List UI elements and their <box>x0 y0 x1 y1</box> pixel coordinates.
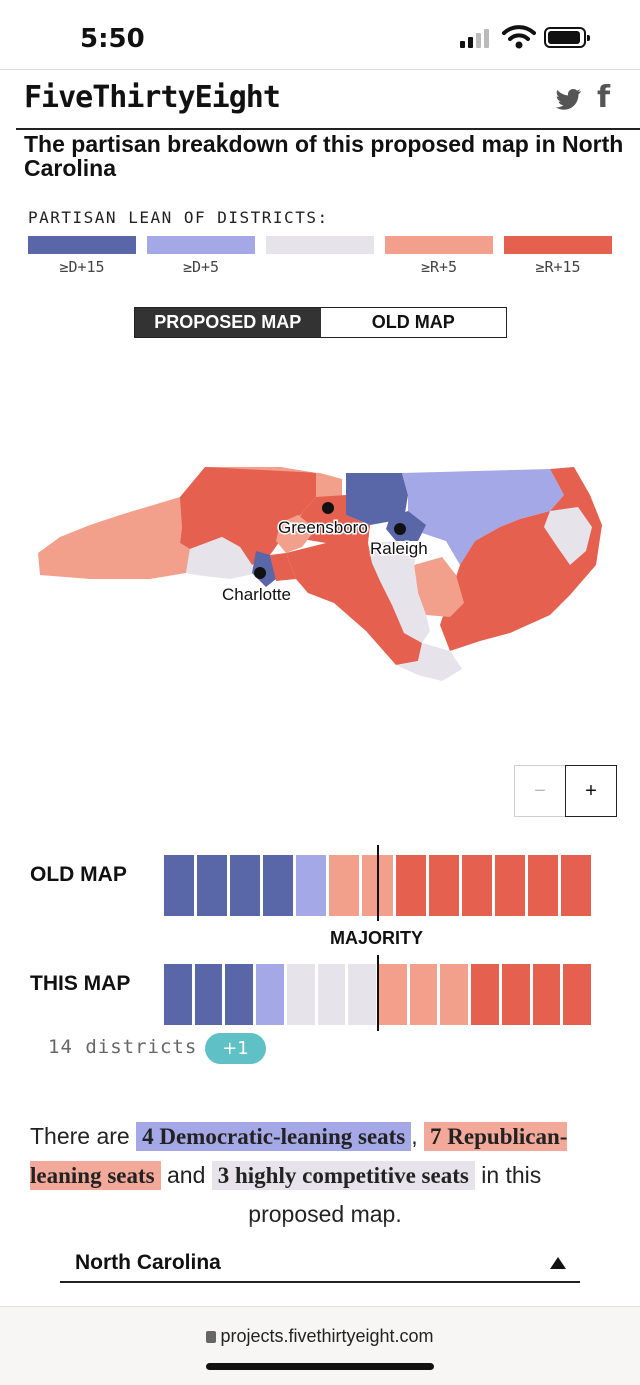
city-label-greensboro: Greensboro <box>278 518 368 537</box>
district-sandhills <box>370 541 430 643</box>
summary-comma: , <box>411 1123 418 1149</box>
wifi-icon <box>502 25 536 49</box>
legend-title: PARTISAN LEAN OF DISTRICTS: <box>28 208 329 227</box>
district-raleigh <box>386 511 426 541</box>
summary-lead: There are <box>30 1123 130 1149</box>
seat-comp <box>317 964 346 1025</box>
seat-comp <box>348 964 376 1025</box>
district-northeast <box>402 469 564 565</box>
this-map-row-label: THIS MAP <box>30 972 131 995</box>
old-map-button[interactable]: OLD MAP <box>320 308 506 337</box>
seat-strong-r <box>395 855 426 916</box>
seat-strong-d <box>164 855 195 916</box>
majority-label: MAJORITY <box>330 928 424 948</box>
summary-text: There are 4 Democratic-leaning seats, 7 … <box>30 1117 620 1233</box>
seat-strong-r <box>563 964 591 1025</box>
summary-and: and <box>166 1162 206 1188</box>
lock-icon <box>206 1331 217 1343</box>
seat-strong-r <box>527 855 558 916</box>
district-southeast <box>396 643 462 681</box>
seat-strong-r <box>461 855 492 916</box>
legend-swatch-strong-r <box>504 236 612 254</box>
site-logo[interactable]: FiveThirtyEight <box>24 80 281 115</box>
legend-label-strong-d: ≥D+15 <box>59 258 105 276</box>
district-change-badge: +1 <box>205 1033 266 1064</box>
competitive-seats-highlight: 3 highly competitive seats <box>211 1161 475 1190</box>
majority-line-this <box>377 955 379 1031</box>
district-north-foothills <box>205 467 342 497</box>
district-west <box>38 497 190 579</box>
seat-strong-r <box>494 855 525 916</box>
divider <box>0 69 640 70</box>
this-map-seats <box>164 964 594 1025</box>
dem-seats-highlight: 4 Democratic-leaning seats <box>136 1122 412 1151</box>
seat-strong-d <box>197 855 228 916</box>
district-south <box>286 543 422 665</box>
seat-lean-d <box>296 855 327 916</box>
content-fade <box>0 1220 640 1250</box>
seat-strong-d <box>230 855 261 916</box>
chart-title: The partisan breakdown of this proposed … <box>24 131 624 181</box>
district-central <box>414 557 464 617</box>
zoom-out-button[interactable]: − <box>514 765 566 817</box>
majority-line-old <box>377 845 379 921</box>
twitter-icon[interactable] <box>556 88 582 110</box>
legend-swatch-competitive <box>266 236 374 254</box>
header-rule <box>16 128 640 130</box>
district-charlotte-west <box>186 537 258 579</box>
state-dropdown[interactable]: North Carolina <box>60 1245 580 1283</box>
seat-strong-r <box>428 855 459 916</box>
district-count: 14 districts <box>48 1036 198 1058</box>
old-map-seats <box>164 855 594 916</box>
facebook-icon[interactable]: f <box>597 80 611 115</box>
legend-swatch-lean-r <box>385 236 493 254</box>
seat-lean-r <box>329 855 360 916</box>
state-dropdown-value: North Carolina <box>75 1251 221 1274</box>
seat-strong-r <box>471 964 499 1025</box>
seat-lean-r <box>379 964 407 1025</box>
city-dot-raleigh <box>394 523 406 535</box>
seat-lean-r <box>409 964 438 1025</box>
seat-strong-d <box>225 964 254 1025</box>
city-dot-charlotte <box>254 567 266 579</box>
district-northwest <box>180 467 316 565</box>
caret-up-icon <box>550 1257 566 1269</box>
district-durham <box>346 473 408 525</box>
city-label-charlotte: Charlotte <box>222 585 291 604</box>
zoom-in-button[interactable]: + <box>565 765 617 817</box>
seat-strong-r <box>560 855 591 916</box>
battery-icon <box>544 27 590 48</box>
legend-label-lean-r: ≥R+5 <box>420 258 458 276</box>
district-greensboro <box>276 515 316 553</box>
legend-label-strong-r: ≥R+15 <box>535 258 581 276</box>
district-coast <box>544 507 592 565</box>
seat-strong-d <box>194 964 223 1025</box>
legend-swatch-lean-d <box>147 236 255 254</box>
city-dot-greensboro <box>322 502 334 514</box>
city-label-raleigh: Raleigh <box>370 539 428 558</box>
status-bar: 5:50 <box>0 0 640 70</box>
seat-lean-d <box>256 964 284 1025</box>
seat-strong-r <box>532 964 561 1025</box>
district-map[interactable]: Greensboro Raleigh Charlotte <box>30 455 610 695</box>
legend-label-lean-d: ≥D+5 <box>182 258 220 276</box>
status-time: 5:50 <box>80 24 145 54</box>
summary-in-this: in this <box>481 1162 542 1188</box>
url-bar[interactable]: projects.fivethirtyeight.com <box>0 1326 640 1347</box>
seat-strong-r <box>501 964 530 1025</box>
url-text: projects.fivethirtyeight.com <box>220 1326 434 1346</box>
district-charlotte-east <box>270 553 296 581</box>
legend-swatch-strong-d <box>28 236 136 254</box>
map-toggle: PROPOSED MAP OLD MAP <box>134 307 507 338</box>
proposed-map-button[interactable]: PROPOSED MAP <box>135 308 321 337</box>
seat-strong-d <box>164 964 192 1025</box>
browser-bar: projects.fivethirtyeight.com <box>0 1306 640 1385</box>
old-map-row-label: OLD MAP <box>30 863 127 886</box>
seat-comp <box>286 964 315 1025</box>
home-indicator[interactable] <box>206 1363 434 1370</box>
seat-strong-d <box>263 855 294 916</box>
cellular-signal-icon <box>460 28 494 48</box>
seat-lean-r <box>440 964 469 1025</box>
